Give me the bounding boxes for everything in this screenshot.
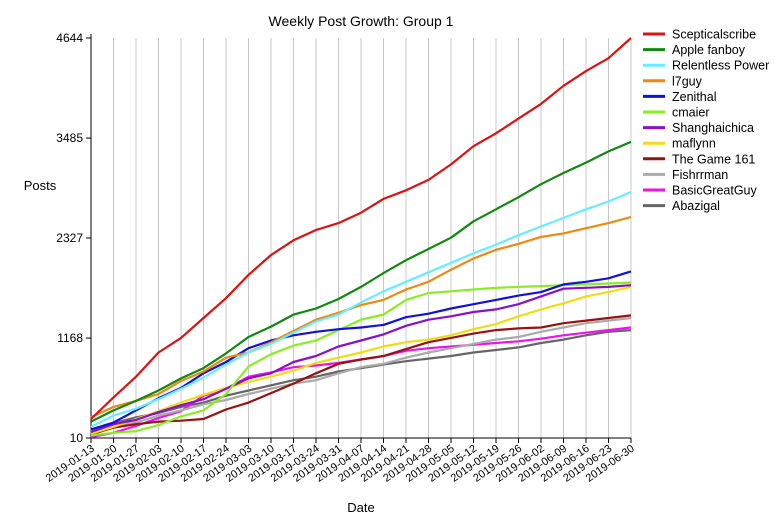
legend-label-abazigal: Abazigal xyxy=(672,199,720,213)
legend-label-fishrrman: Fishrrman xyxy=(672,168,728,182)
series-line-the-game-161 xyxy=(90,314,632,436)
series-line-apple-fanboy xyxy=(90,140,632,423)
y-ticks: 10 1168 2327 3485 4644 xyxy=(56,31,91,445)
series-line-scepticalscribe xyxy=(90,37,632,420)
legend-label-scepticalscribe: Scepticalscribe xyxy=(672,28,756,42)
series-lines xyxy=(90,37,632,439)
x-axis-label: Date xyxy=(347,500,374,515)
legend-label-relentless-power: Relentless Power xyxy=(672,59,769,73)
legend-label-zenithal: Zenithal xyxy=(672,90,716,104)
chart-title: Weekly Post Growth: Group 1 xyxy=(269,13,454,29)
y-tick-label: 4644 xyxy=(56,31,83,45)
series-line-shanghaichica xyxy=(90,284,632,434)
series-line-maflynn xyxy=(90,285,632,435)
y-tick-label: 3485 xyxy=(56,131,83,145)
y-tick-label: 1168 xyxy=(57,331,83,345)
vertical-gridlines xyxy=(90,38,632,438)
legend-label-shanghaichica: Shanghaichica xyxy=(672,121,754,135)
series-line-l7guy xyxy=(90,215,632,419)
y-axis-label: Posts xyxy=(24,178,57,193)
legend-label-apple-fanboy: Apple fanboy xyxy=(672,43,746,57)
legend-label-l7guy: l7guy xyxy=(672,74,703,88)
series-line-cmaier xyxy=(90,281,632,437)
y-tick-label: 10 xyxy=(70,431,84,445)
legend-label-the-game-161: The Game 161 xyxy=(672,152,755,166)
series-line-relentless-power xyxy=(90,190,632,428)
legend-label-basicgreatguy: BasicGreatGuy xyxy=(672,184,758,198)
legend-label-maflynn: maflynn xyxy=(672,137,716,151)
series-line-fishrrman xyxy=(90,316,632,433)
x-ticks: 2019-01-132019-01-202019-01-272019-02-03… xyxy=(44,438,637,485)
legend-label-cmaier: cmaier xyxy=(672,106,710,120)
y-tick-label: 2327 xyxy=(56,231,83,245)
